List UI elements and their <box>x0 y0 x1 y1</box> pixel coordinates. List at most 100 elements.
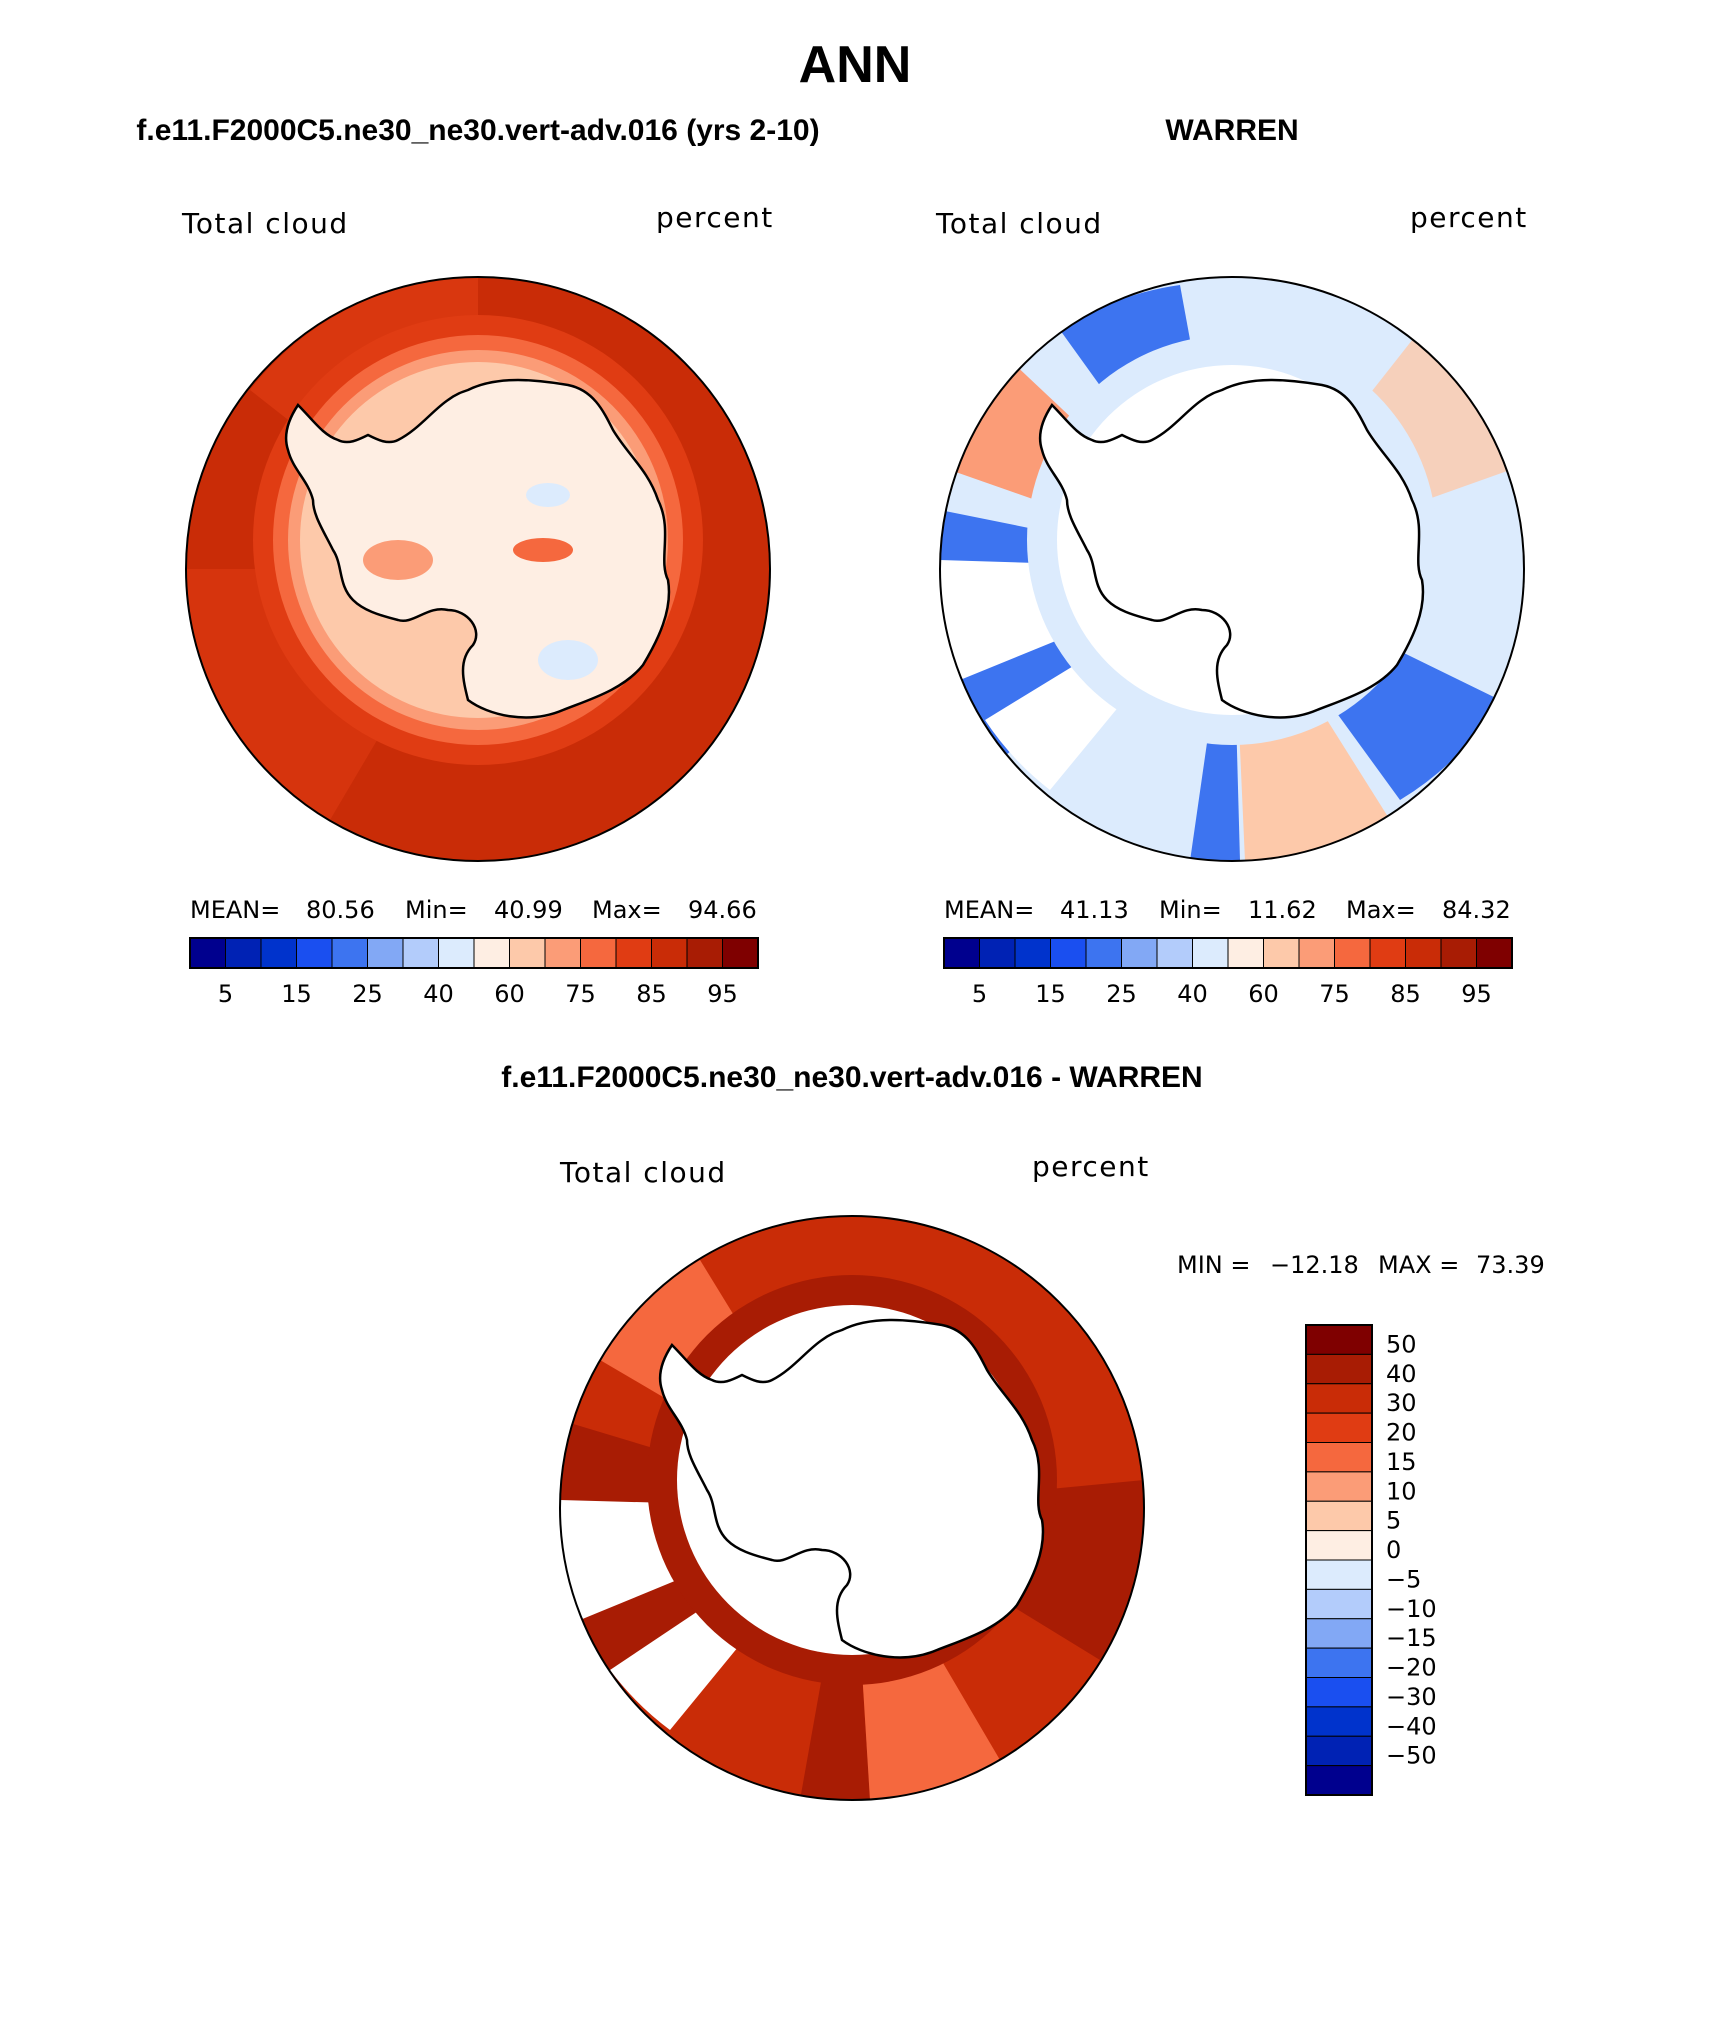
diff-colorbar-tick-label: 50 <box>1386 1330 1417 1358</box>
obs-colorbar-tick-label: 60 <box>1248 980 1279 1008</box>
obs-colorbar-tick-label: 40 <box>1177 980 1208 1008</box>
diff-colorbar-tick-label: −50 <box>1386 1742 1437 1770</box>
obs-colorbar-swatch <box>1476 937 1513 969</box>
model-colorbar-swatch <box>544 937 581 969</box>
obs-max-value: 84.32 <box>1442 896 1511 924</box>
model-units-label: percent <box>656 201 774 234</box>
obs-map-border <box>939 276 1525 862</box>
obs-panel-title: WARREN <box>1165 114 1298 147</box>
diff-colorbar-tick-label: 30 <box>1386 1389 1417 1417</box>
diff-panel-title: f.e11.F2000C5.ne30_ne30.vert-adv.016 - W… <box>501 1061 1202 1094</box>
model-colorbar-swatch <box>189 937 226 969</box>
obs-colorbar-swatch <box>1085 937 1122 969</box>
obs-max-label: Max= <box>1346 896 1416 924</box>
model-colorbar-swatch <box>225 937 262 969</box>
obs-colorbar: 5 15 25 40 60 75 85 95 <box>943 937 1513 1008</box>
diff-colorbar-tick-label: 10 <box>1386 1477 1417 1505</box>
model-colorbar-swatch <box>473 937 510 969</box>
model-min-label: Min= <box>405 896 468 924</box>
obs-panel: Total cloud percent MEAN= 41.13 Min= <box>935 201 1528 1008</box>
diff-colorbar-swatch <box>1305 1647 1373 1678</box>
diff-colorbar-frame <box>1305 1324 1373 1796</box>
model-colorbar-swatch <box>402 937 439 969</box>
obs-colorbar-swatch <box>1263 937 1300 969</box>
obs-colorbar-tick-label: 75 <box>1319 980 1350 1008</box>
model-max-value: 94.66 <box>688 896 757 924</box>
model-colorbar-swatch <box>615 937 652 969</box>
diff-colorbar-tick-label: −40 <box>1386 1712 1437 1740</box>
diff-stats: MIN = −12.18 MAX = 73.39 <box>1177 1251 1545 1279</box>
model-colorbar-tick-label: 5 <box>218 980 233 1008</box>
model-field-interior-low <box>538 640 598 680</box>
model-colorbar-swatch <box>651 937 688 969</box>
obs-colorbar-tick-label: 95 <box>1461 980 1492 1008</box>
model-colorbar-swatch <box>296 937 333 969</box>
obs-colorbar-tick-label: 85 <box>1390 980 1421 1008</box>
diff-colorbar-swatch <box>1305 1383 1373 1414</box>
model-colorbar-swatch <box>722 937 759 969</box>
diff-colorbar-swatch <box>1305 1412 1373 1443</box>
diff-colorbar-swatch <box>1305 1442 1373 1473</box>
diff-colorbar-tick-label: 5 <box>1386 1507 1401 1535</box>
obs-map <box>940 277 1524 861</box>
obs-mean-value: 41.13 <box>1060 896 1129 924</box>
obs-colorbar-tick-label: 15 <box>1035 980 1066 1008</box>
diff-min-value: −12.18 <box>1270 1251 1359 1279</box>
obs-colorbar-swatch <box>1227 937 1264 969</box>
obs-colorbar-swatch <box>1121 937 1158 969</box>
model-colorbar-swatch <box>367 937 404 969</box>
obs-min-label: Min= <box>1159 896 1222 924</box>
diff-map <box>560 1216 1144 1800</box>
diff-variable-label: Total cloud <box>559 1156 727 1189</box>
obs-colorbar-swatch <box>979 937 1016 969</box>
obs-colorbar-tick-label: 25 <box>1106 980 1137 1008</box>
diff-colorbar-swatch <box>1305 1706 1373 1737</box>
diff-colorbar-swatch <box>1305 1530 1373 1561</box>
obs-colorbar-swatch <box>1369 937 1406 969</box>
obs-units-label: percent <box>1410 201 1528 234</box>
model-colorbar-swatch <box>686 937 723 969</box>
model-colorbar-swatch <box>509 937 546 969</box>
diff-colorbar-tick-label: −20 <box>1386 1654 1437 1682</box>
model-field-interior-low-2 <box>526 483 570 507</box>
obs-variable-label: Total cloud <box>935 207 1103 240</box>
diff-colorbar-swatch <box>1305 1735 1373 1767</box>
obs-min-value: 11.62 <box>1248 896 1317 924</box>
diff-colorbar-swatch <box>1305 1471 1373 1502</box>
model-variable-label: Total cloud <box>181 207 349 240</box>
model-field-interior-high-2 <box>363 540 433 580</box>
diff-colorbar-swatch <box>1305 1353 1373 1385</box>
diff-min-label: MIN = <box>1177 1251 1250 1279</box>
diff-colorbar-tick-label: 0 <box>1386 1536 1401 1564</box>
model-min-value: 40.99 <box>494 896 563 924</box>
model-colorbar-tick-label: 75 <box>565 980 596 1008</box>
model-colorbar-tick-label: 60 <box>494 980 525 1008</box>
obs-stats: MEAN= 41.13 Min= 11.62 Max= 84.32 <box>944 896 1511 924</box>
diff-colorbar-tick-label: 20 <box>1386 1419 1417 1447</box>
model-panel: Total cloud percent MEAN= 80.56 Min= <box>181 201 774 1008</box>
diff-colorbar-tick-label: −5 <box>1386 1565 1421 1593</box>
obs-colorbar-swatch <box>1014 937 1051 969</box>
diff-colorbar-swatch <box>1305 1677 1373 1708</box>
model-colorbar-swatch <box>260 937 297 969</box>
obs-colorbar-swatch <box>1156 937 1193 969</box>
obs-colorbar-swatch <box>1298 937 1335 969</box>
obs-colorbar-swatch <box>943 937 980 969</box>
model-colorbar-swatch <box>580 937 617 969</box>
obs-colorbar-swatch <box>1334 937 1371 969</box>
model-panel-title: f.e11.F2000C5.ne30_ne30.vert-adv.016 (yr… <box>136 114 819 147</box>
model-colorbar-tick-label: 15 <box>281 980 312 1008</box>
main-title: ANN <box>799 36 912 94</box>
diff-max-value: 73.39 <box>1476 1251 1545 1279</box>
diff-colorbar-tick-label: −15 <box>1386 1624 1437 1652</box>
model-colorbar-swatch <box>438 937 475 969</box>
diff-colorbar-swatch <box>1305 1324 1373 1355</box>
model-colorbar-frame <box>189 937 759 969</box>
model-colorbar-tick-label: 40 <box>423 980 454 1008</box>
model-colorbar-tick-label: 85 <box>636 980 667 1008</box>
diff-colorbar-tick-label: −30 <box>1386 1683 1437 1711</box>
model-field-interior-high <box>513 538 573 562</box>
obs-colorbar-swatch <box>1405 937 1442 969</box>
model-map <box>186 277 770 861</box>
